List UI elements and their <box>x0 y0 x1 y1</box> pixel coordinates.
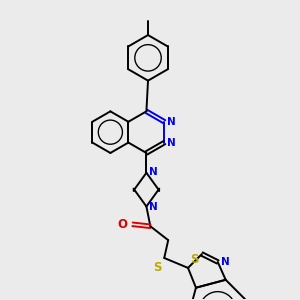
Text: N: N <box>221 257 230 267</box>
Text: N: N <box>167 117 176 127</box>
Text: N: N <box>149 167 158 177</box>
Text: S: S <box>190 253 199 266</box>
Text: N: N <box>149 202 158 212</box>
Text: N: N <box>167 138 176 148</box>
Text: O: O <box>118 218 128 231</box>
Text: S: S <box>153 261 161 274</box>
